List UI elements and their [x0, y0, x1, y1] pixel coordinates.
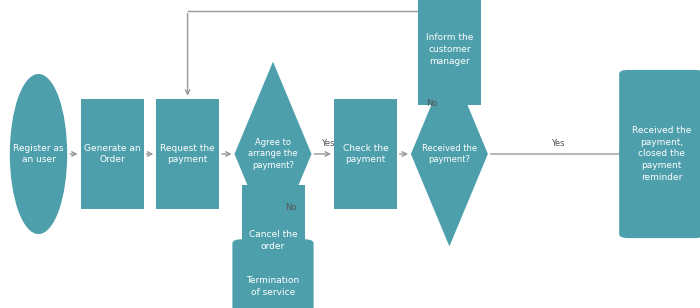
- Text: Check the
payment: Check the payment: [342, 144, 389, 164]
- Bar: [334, 99, 397, 209]
- Bar: [418, 0, 481, 105]
- Text: Generate an
Order: Generate an Order: [84, 144, 140, 164]
- Text: Inform the
customer
manager: Inform the customer manager: [426, 33, 473, 66]
- Bar: [241, 185, 304, 296]
- Text: Yes: Yes: [551, 139, 565, 148]
- FancyBboxPatch shape: [619, 70, 700, 238]
- Polygon shape: [234, 62, 312, 246]
- Text: Termination
of service: Termination of service: [246, 276, 300, 297]
- Text: Received the
payment,
closed the
payment
reminder: Received the payment, closed the payment…: [632, 126, 691, 182]
- Text: Received the
payment?: Received the payment?: [422, 144, 477, 164]
- Text: Yes: Yes: [321, 139, 335, 148]
- Text: Register as
an user: Register as an user: [13, 144, 64, 164]
- Bar: [80, 99, 144, 209]
- Ellipse shape: [10, 74, 67, 234]
- Text: Agree to
arrange the
payment?: Agree to arrange the payment?: [248, 138, 298, 170]
- Text: No: No: [285, 203, 296, 213]
- Bar: [156, 99, 219, 209]
- Text: Cancel the
order: Cancel the order: [248, 230, 298, 251]
- FancyBboxPatch shape: [232, 239, 314, 308]
- Polygon shape: [411, 62, 488, 246]
- Text: No: No: [426, 99, 438, 108]
- Text: Request the
payment: Request the payment: [160, 144, 215, 164]
